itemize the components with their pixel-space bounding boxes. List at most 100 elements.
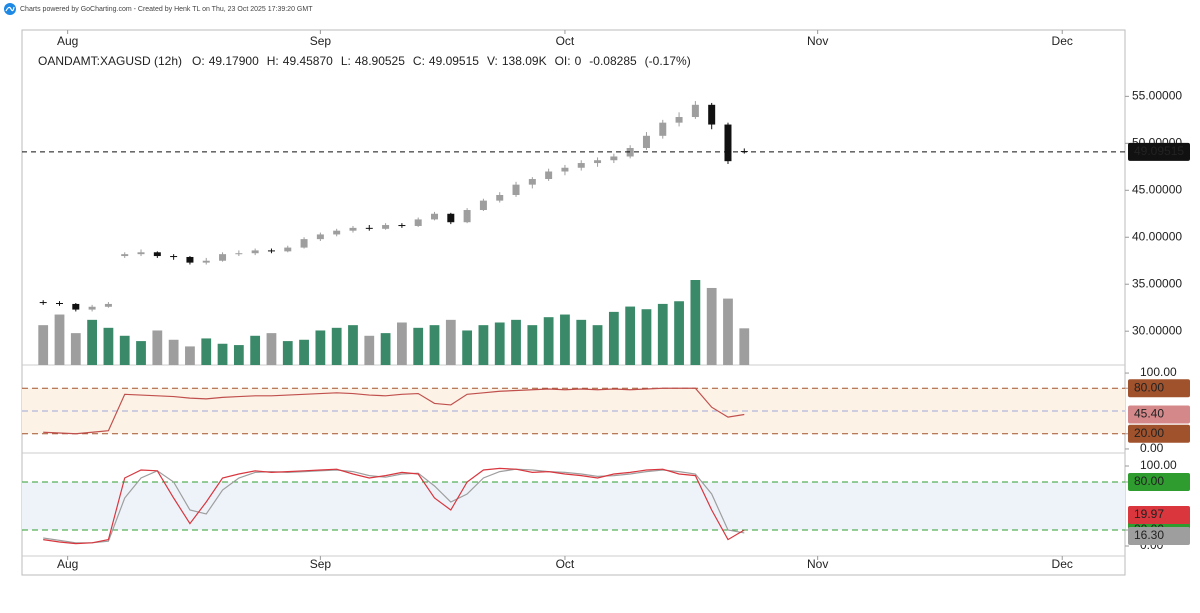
volume-bar <box>380 333 391 365</box>
volume-bar <box>397 322 407 365</box>
volume-bar <box>54 314 65 365</box>
rsi-band-label-box <box>1128 379 1190 398</box>
volume-bar <box>494 322 505 365</box>
candle-body <box>431 213 439 220</box>
volume-bar <box>87 319 98 365</box>
candle-body <box>463 210 471 223</box>
candle-body <box>382 225 390 229</box>
stoch-line <box>43 468 745 544</box>
candle-body <box>447 213 455 223</box>
legend: OANDAMT:XAGUSD (12h) O: 49.17900 H: 49.45870… <box>38 54 691 68</box>
rsi-band-label: 20.00 <box>1134 426 1164 440</box>
candle-body <box>121 254 129 257</box>
last-price-label-box <box>1128 142 1190 161</box>
candle-body <box>300 239 308 248</box>
candle-body <box>56 303 64 305</box>
y-tick-label: 40.00000 <box>1132 229 1182 243</box>
candle-body <box>414 219 422 226</box>
candle-body <box>153 252 161 257</box>
x-tick-label: Nov <box>807 557 828 571</box>
candle-body <box>626 148 634 157</box>
volume-bar <box>185 346 195 365</box>
volume-bar <box>103 327 114 365</box>
volume-bar <box>331 327 342 365</box>
logo <box>4 3 16 15</box>
candle-body <box>267 250 275 252</box>
candle-body <box>594 160 602 164</box>
candle-body <box>72 303 80 310</box>
candle-body <box>691 104 699 118</box>
x-tick-label: Nov <box>807 34 828 48</box>
candle-body <box>398 225 406 227</box>
volume-bar <box>38 325 49 365</box>
stoch-last-label-box <box>1128 527 1190 545</box>
volume-bar <box>217 343 228 365</box>
volume-bar <box>543 317 554 365</box>
stoch-last-label-box <box>1128 506 1190 524</box>
candle-body <box>365 227 373 229</box>
candle-body <box>724 124 732 162</box>
volume-bar <box>119 335 130 365</box>
logo-mark <box>5 6 15 12</box>
y-tick-label: 45.00000 <box>1132 182 1182 196</box>
legend-key: OI: <box>555 54 571 68</box>
candle-body <box>251 250 259 254</box>
attribution: Charts powered by GoCharting.com - Creat… <box>20 6 313 13</box>
candle-body <box>708 104 716 125</box>
legend-key: L: <box>341 54 351 68</box>
volume-bar <box>511 319 521 365</box>
stoch-band-fill <box>22 482 1125 530</box>
volume-bar <box>527 325 538 365</box>
symbol: OANDAMT:XAGUSD (12h) <box>38 54 182 68</box>
x-tick-label: Oct <box>556 557 575 571</box>
candle-body <box>88 306 96 310</box>
x-tick-label: Sep <box>310 557 332 571</box>
legend-key: C: <box>413 54 425 68</box>
legend-value: 0 <box>575 54 582 68</box>
volume-bar <box>576 319 587 365</box>
candle-body <box>659 122 667 136</box>
volume-bar <box>429 325 440 365</box>
candle-body <box>219 254 227 261</box>
candle-body <box>496 194 504 201</box>
y-tick-label: 55.00000 <box>1132 89 1182 103</box>
volume-bar <box>723 298 733 365</box>
volume-bar <box>674 301 684 365</box>
candle-body <box>333 230 341 235</box>
candle-body <box>577 163 585 168</box>
rsi-last-label: 45.40 <box>1134 407 1164 421</box>
volume-bar <box>266 333 277 365</box>
legend-key: H: <box>267 54 279 68</box>
candle-body <box>137 252 145 255</box>
volume-bar <box>445 319 456 365</box>
x-tick-label: Oct <box>556 34 575 48</box>
candle-body <box>512 184 520 195</box>
candle-body <box>186 256 194 263</box>
candle-body <box>642 135 650 149</box>
stoch-band-label: 80.00 <box>1134 474 1164 488</box>
volume-bar <box>690 280 701 365</box>
volume-bar <box>608 311 619 365</box>
candle-body <box>561 167 569 172</box>
volume-bar <box>250 335 261 365</box>
legend-value: 49.17900 <box>209 54 259 68</box>
y-tick-label: 100.00 <box>1140 365 1177 379</box>
volume-bar <box>348 325 358 365</box>
volume-bar <box>70 333 81 365</box>
candle-body <box>316 234 324 240</box>
candle-body <box>545 171 553 180</box>
volume-bar <box>462 330 473 365</box>
rsi-last-label-box <box>1128 405 1190 424</box>
volume-bar <box>233 345 244 365</box>
candle-body <box>202 260 210 263</box>
volume-bar <box>657 303 668 365</box>
volume-bar <box>282 341 293 365</box>
volume-bar <box>592 325 603 365</box>
x-tick-label: Dec <box>1052 34 1073 48</box>
candle-body <box>479 200 487 211</box>
legend-key: O: <box>192 54 205 68</box>
volume-bar <box>201 338 212 365</box>
volume-bar <box>739 328 750 365</box>
candle-body <box>610 156 618 161</box>
